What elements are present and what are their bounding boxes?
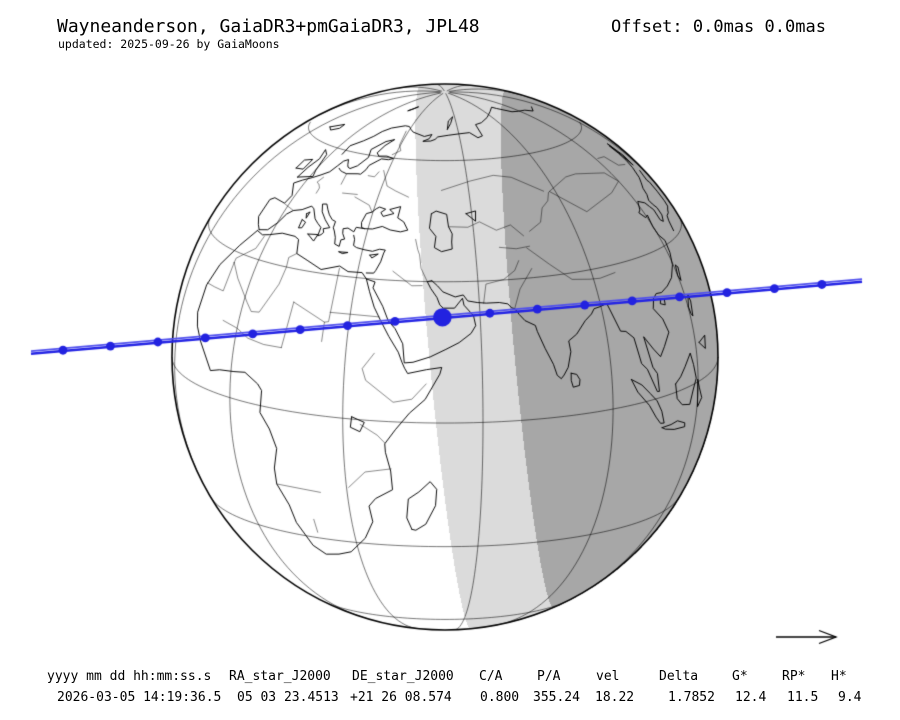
col-header-vel: vel: [596, 669, 620, 684]
col-header-ca: C/A: [479, 669, 503, 684]
col-header-h: H*: [831, 669, 847, 684]
plot-updated-note: updated: 2025-09-26 by GaiaMoons: [58, 37, 280, 51]
value-h: 9.4: [838, 690, 862, 705]
value-delta: 1.7852: [668, 690, 715, 705]
value-pa: 355.24: [533, 690, 580, 705]
col-header-ra: RA_star_J2000: [229, 669, 331, 684]
value-vel: 18.22: [595, 690, 635, 705]
col-header-datetime: yyyy mm dd hh:mm:ss.s: [47, 669, 212, 684]
col-header-pa: P/A: [537, 669, 561, 684]
value-de: +21 26 08.574: [350, 690, 452, 705]
col-header-rp: RP*: [782, 669, 806, 684]
value-g: 12.4: [735, 690, 767, 705]
offset-readout: Offset: 0.0mas 0.0mas: [611, 17, 826, 37]
value-rp: 11.5: [787, 690, 819, 705]
value-datetime: 2026-03-05 14:19:36.5: [57, 690, 222, 705]
plot-title: Wayneanderson, GaiaDR3+pmGaiaDR3, JPL48: [57, 16, 480, 37]
value-ra: 05 03 23.4513: [237, 690, 339, 705]
value-ca: 0.800: [480, 690, 520, 705]
col-header-de: DE_star_J2000: [352, 669, 454, 684]
col-header-g: G*: [732, 669, 748, 684]
col-header-delta: Delta: [659, 669, 699, 684]
